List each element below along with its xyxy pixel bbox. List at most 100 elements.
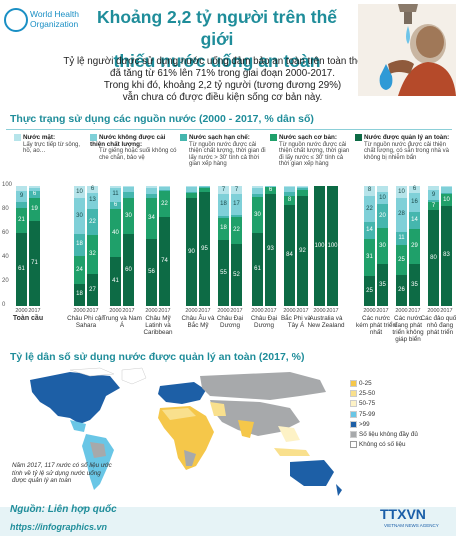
bar-segment: [186, 186, 197, 188]
map-note: Năm 2017, 117 nước có số liệu ước tính v…: [12, 462, 112, 484]
bar-segment: 21: [16, 207, 27, 233]
woman-drinking-photo: [358, 4, 456, 96]
bar-segment: 52: [231, 243, 242, 306]
source-text: Nguồn: Liên hợp quốc: [10, 504, 117, 515]
map-legend-item: 25-50: [350, 390, 418, 397]
bar-segment: 100: [314, 186, 325, 306]
bar-segment: [146, 186, 157, 189]
year-label: 2017: [296, 308, 309, 314]
legend-item-limited: Nước sạch hạn chế: Từ nguồn nước được cả…: [180, 134, 268, 168]
bar-segment: 22: [364, 195, 375, 222]
ttxvn-logo: TTXVN: [380, 506, 426, 522]
bar-segment: 61: [16, 232, 27, 306]
map-legend-item: 0-25: [350, 380, 418, 387]
bar-segment: [284, 186, 295, 188]
bar-segment: 41: [110, 256, 121, 306]
year-label: 2017: [86, 308, 99, 314]
map-legend: 0-25 25-50 50-75 75-99 >99 Số liệu không…: [350, 380, 418, 448]
bar-segment: [199, 186, 210, 188]
bar-segment: 17: [231, 194, 242, 215]
bar-segment: [159, 186, 170, 188]
bar-segment: 90: [186, 198, 197, 306]
bar-segment: 80: [428, 210, 439, 306]
stacked-bar-chart: 61 21 9 2000 71 19 6 2017 Toàn cầu 18 24 18 30 10 2000…: [13, 186, 456, 343]
bar-segment: [29, 188, 40, 191]
bar-segment: [297, 186, 308, 188]
year-label: 2000: [427, 308, 440, 314]
legend-swatch: [350, 420, 357, 428]
year-label: 2000: [395, 308, 408, 314]
legend-swatch: [350, 400, 357, 408]
bar-segment: 13: [87, 193, 98, 209]
group-label: Châu Đại Dương: [250, 315, 278, 329]
map-legend-item: Số liệu không đầy đủ: [350, 430, 418, 438]
bar-segment: [186, 187, 197, 192]
bar-segment: [186, 193, 197, 198]
bar-segment: [252, 188, 263, 195]
bar-segment: 10: [441, 194, 452, 207]
bar-segment: 6: [110, 201, 121, 209]
year-label: 2000: [109, 308, 122, 314]
bar-segment: 11: [110, 188, 121, 202]
legend-swatch: [14, 134, 21, 141]
bar-segment: 19: [29, 198, 40, 221]
bar-segment: 30: [123, 198, 134, 234]
y-tick-label: 60: [2, 230, 9, 236]
bar-segment: 18: [74, 284, 85, 306]
bar-segment: 30: [74, 198, 85, 234]
bar-segment: 74: [159, 217, 170, 306]
year-label: 2000: [15, 308, 28, 314]
bar-segment: 22: [87, 208, 98, 236]
year-label: 2000: [145, 308, 158, 314]
legend-swatch: [350, 441, 357, 449]
bar-segment: 95: [199, 192, 210, 306]
bar-segment: 26: [396, 274, 407, 306]
group-label: Bắc Phi và Tây Á: [280, 315, 312, 329]
year-label: 2000: [251, 308, 264, 314]
group-label: Châu Âu và Bắc Mỹ: [181, 315, 215, 329]
bar-segment: 30: [377, 228, 388, 264]
legend-swatch: [350, 380, 357, 387]
bar-segment: 100: [327, 186, 338, 306]
group-label: Các nước đang phát triển không giáp biển: [392, 315, 424, 343]
bar-segment: 11: [396, 231, 407, 245]
bar-segment: 71: [29, 220, 40, 306]
infographics-link[interactable]: https://infographics.vn: [10, 522, 108, 532]
bar-segment: 22: [159, 190, 170, 218]
year-label: 2000: [73, 308, 86, 314]
y-tick-label: 0: [2, 302, 6, 308]
bar-segment: [297, 188, 308, 190]
bar-segment: [252, 186, 263, 189]
legend-swatch: [350, 430, 357, 438]
bar-segment: 56: [146, 238, 157, 306]
bar-segment: 6: [29, 190, 40, 198]
legend-item-safely-managed: Nước được quản lý an toàn: Từ nguồn nước…: [355, 134, 453, 161]
bar-segment: [265, 186, 276, 188]
bar-segment: 9: [16, 190, 27, 202]
bar-segment: [159, 189, 170, 191]
bar-segment: 84: [284, 205, 295, 306]
bar-segment: 25: [364, 276, 375, 306]
world-map: [10, 366, 350, 511]
year-label: 2000: [363, 308, 376, 314]
bar-segment: 8: [284, 195, 295, 206]
bar-segment: 20: [377, 204, 388, 228]
bar-segment: 18: [218, 194, 229, 216]
legend-swatch: [350, 410, 357, 418]
bar-segment: 6: [409, 186, 420, 194]
bar-segment: 7: [218, 186, 229, 195]
bar-segment: 93: [265, 194, 276, 306]
bar-segment: [146, 188, 157, 195]
bar-segment: 35: [377, 264, 388, 306]
who-name: World Health Organization: [30, 9, 79, 29]
bar-segment: 35: [409, 264, 420, 306]
year-label: 2017: [198, 308, 211, 314]
group-label: Các nước kém phát triển nhất: [356, 315, 396, 336]
year-label: 2017: [264, 308, 277, 314]
bar-segment: 6: [87, 186, 98, 194]
year-label: 2017: [158, 308, 171, 314]
year-label: 2017: [326, 308, 339, 314]
bar-segment: 30: [252, 196, 263, 233]
bar-segment: 83: [441, 206, 452, 306]
map-legend-item: 75-99: [350, 410, 418, 418]
